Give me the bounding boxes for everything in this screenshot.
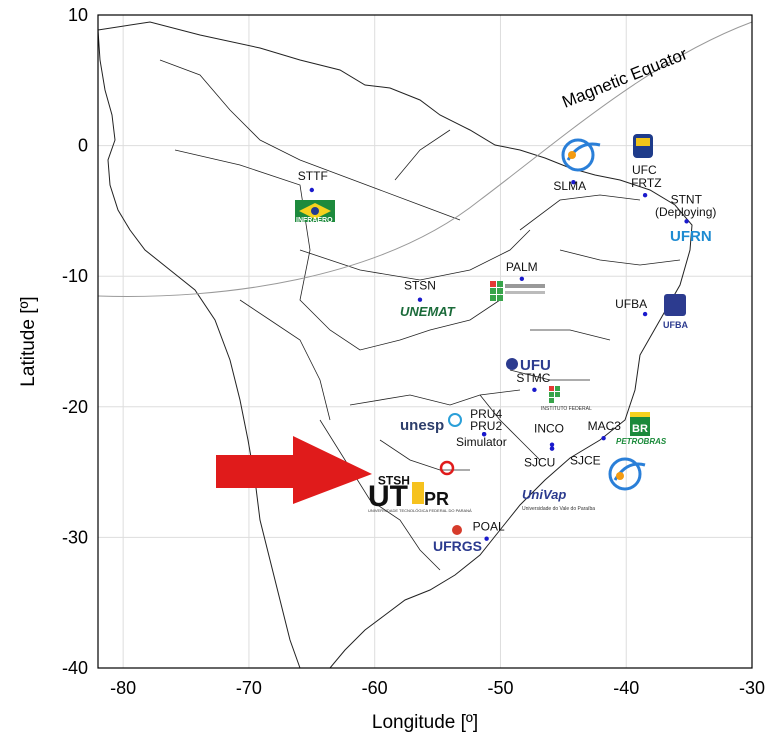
y-tick-label: -10 (62, 266, 88, 286)
station-label-sttf: STTF (298, 169, 328, 183)
station-label-frtz: FRTZ (631, 176, 661, 190)
station-layer: STTF STSN PALM SLMA FRTZ STNT UFBA STMC PRU4PRU2… (298, 169, 703, 541)
y-tick-label: -20 (62, 397, 88, 417)
station-label-stsn: STSN (404, 279, 436, 293)
utfpr-subtext: UNIVERSIDADE TECNOLÓGICA FEDERAL DO PARA… (368, 508, 472, 513)
ufrgs-logo: UFRGS (433, 525, 482, 554)
unesp-text: unesp (400, 417, 444, 434)
simulator-note: Simulator (456, 435, 507, 449)
station-label-sjcu: SJCU (524, 456, 555, 470)
station-label-stsh: STSH (378, 474, 410, 488)
station-label-inco: INCO (534, 422, 564, 436)
grid-lines (98, 14, 753, 669)
station-label-pru4: PRU4 (470, 407, 502, 421)
station-marker-sjcu (549, 446, 555, 451)
ufrgs-text: UFRGS (433, 538, 482, 554)
x-axis-title: Longitude [º] (372, 712, 478, 733)
univap-text: UniVap (522, 487, 566, 502)
station-marker-stsn (417, 297, 423, 302)
univap-logo: UniVap Universidade do Vale do Paraíba (522, 487, 595, 512)
instituto-text: INSTITUTO FEDERAL (541, 406, 592, 412)
station-marker-mac3 (601, 435, 606, 441)
station-label-pru2: PRU2 (470, 419, 502, 433)
station-marker-stnt (684, 219, 689, 224)
station-marker-frtz (642, 193, 648, 198)
utfpr-logo: UT PR UNIVERSIDADE TECNOLÓGICA FEDERAL D… (368, 480, 472, 513)
plot-frame (97, 14, 753, 669)
ufu-text: UFU (520, 357, 551, 374)
station-label-ufba: UFBA (615, 297, 647, 311)
utfpr-ut-text: UT (368, 480, 408, 513)
x-tick-label: -30 (739, 678, 765, 698)
station-label-sjce: SJCE (570, 454, 601, 468)
station-label-mac3: MAC3 (588, 419, 622, 433)
station-label-palm: PALM (506, 260, 538, 274)
ufc-label: UFC (632, 163, 657, 177)
x-tick-label: -50 (487, 678, 513, 698)
ufba-logo: UFBA (663, 294, 688, 330)
red-arrow (216, 436, 372, 504)
unemat-text: UNEMAT (400, 304, 456, 319)
y-tick-label: 0 (78, 136, 88, 156)
ufba-text: UFBA (663, 320, 688, 330)
stsh-highlight (439, 460, 455, 476)
petrobras-logo: BR PETROBRAS (616, 412, 667, 446)
axes: -80 -70 -60 -50 -40 -30 10 0 -10 -20 -30 -40 Longitu… (18, 5, 765, 733)
y-tick-label: -40 (62, 658, 88, 678)
station-marker-stmc (532, 387, 537, 393)
unemat-logo: UNEMAT (400, 304, 456, 319)
magnetic-equator-line (97, 21, 753, 297)
station-label-stmc: STMC (516, 371, 550, 385)
petrobras-br-text: BR (632, 423, 648, 435)
x-tick-label: -70 (236, 678, 262, 698)
deploying-note: (Deploying) (655, 205, 716, 219)
x-tick-label: -80 (110, 678, 136, 698)
station-marker-slma (571, 179, 576, 185)
inpe-logo-south (608, 457, 646, 491)
inpe-logo-north (561, 138, 601, 172)
ufrn-logo: UFRN (670, 228, 712, 245)
station-marker-inco (549, 442, 555, 447)
station-label-slma: SLMA (553, 179, 586, 193)
station-label-poal: POAL (473, 520, 505, 534)
ufu-logo: UFU (506, 357, 551, 374)
utfpr-pr-text: PR (424, 489, 449, 509)
south-america-map (97, 21, 693, 669)
y-tick-label: 10 (68, 5, 88, 25)
station-label-stnt: STNT (671, 192, 703, 206)
ufrn-text: UFRN (670, 228, 712, 245)
unesp-logo: unesp (400, 413, 462, 434)
ufc-crest-logo (633, 134, 653, 158)
infraero-text: INFRAERO (296, 217, 333, 224)
station-marker-pru2 (481, 432, 487, 437)
coastline (97, 21, 693, 669)
station-marker-ufba (642, 311, 648, 317)
y-axis-title: Latitude [º] (18, 296, 39, 386)
x-tick-label: -60 (362, 678, 388, 698)
if-logo-palm (490, 281, 545, 301)
infraero-logo: INFRAERO (295, 200, 335, 224)
x-tick-label: -40 (613, 678, 639, 698)
if-sul-minas-logo: INSTITUTO FEDERAL (541, 386, 592, 412)
univap-subtext: Universidade do Vale do Paraíba (522, 506, 595, 512)
station-marker-sttf (309, 187, 315, 193)
magnetic-equator-label: Magnetic Equator (559, 44, 690, 112)
station-marker-palm (519, 276, 525, 282)
y-tick-label: -30 (62, 527, 88, 547)
petrobras-text: PETROBRAS (616, 437, 667, 446)
station-marker-poal (484, 536, 489, 541)
border-lines (159, 59, 681, 571)
